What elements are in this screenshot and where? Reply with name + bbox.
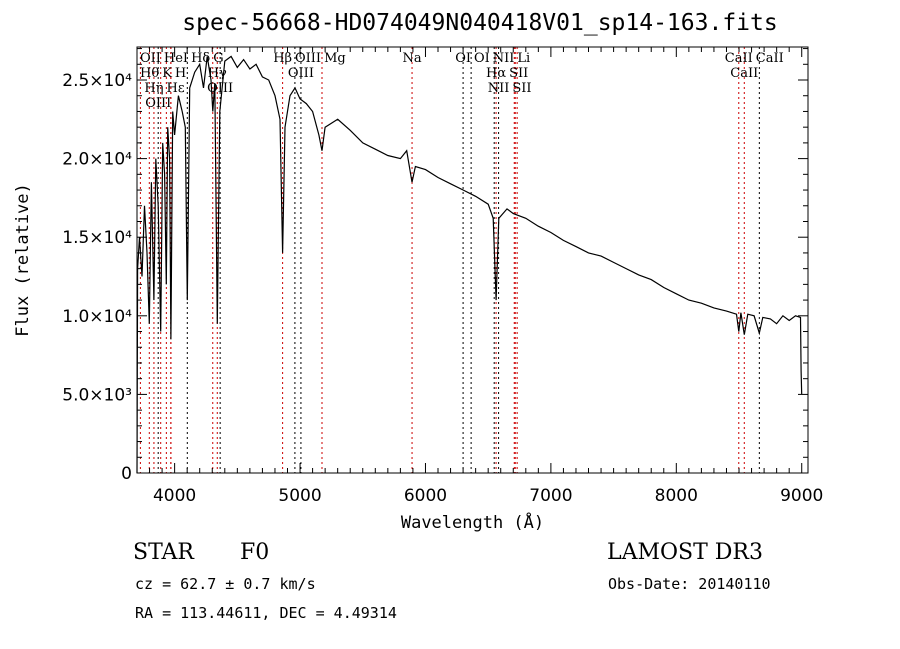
spectral-line-label: Hθ <box>140 66 159 81</box>
y-tick-label: 2.5×10⁴ <box>62 71 132 91</box>
spectral-line-label: K <box>162 66 172 81</box>
x-tick-label: 9000 <box>780 486 823 506</box>
y-tick-label: 0 <box>121 464 132 484</box>
spectral-line-label: Hγ <box>208 66 227 81</box>
spectral-line-label: Hβ <box>273 51 292 66</box>
spectral-line-label: NII <box>493 51 515 66</box>
spectral-line-label: OIII <box>288 66 314 81</box>
spectral-line-label: OIII <box>295 51 321 66</box>
x-tick-label: 7000 <box>529 486 572 506</box>
spectral-line-label: OI <box>455 51 471 66</box>
y-tick-label: 1.5×10⁴ <box>62 228 132 248</box>
spectral-line-label: Hα <box>486 66 506 81</box>
x-tick-label: 6000 <box>404 486 447 506</box>
x-tick-label: 8000 <box>655 486 698 506</box>
spectral-line-label: G <box>213 51 223 66</box>
spectral-line-label: OIII <box>145 96 171 111</box>
spectral-line-label: CaII <box>756 51 784 66</box>
object-subclass: F0 <box>240 540 270 565</box>
chart-title: spec-56668-HD074049N040418V01_sp14-163.f… <box>182 10 778 36</box>
spectral-line-label: OI <box>474 51 490 66</box>
x-tick-label: 4000 <box>153 486 196 506</box>
obs-date: Obs-Date: 20140110 <box>608 575 771 593</box>
spectral-line-label: Na <box>403 51 422 66</box>
redshift-cz: cz = 62.7 ± 0.7 km/s <box>135 575 316 593</box>
spectral-line-label: H <box>175 66 186 81</box>
spectral-line-label: Hδ <box>191 51 210 66</box>
spectral-line-label: HeI <box>164 51 188 66</box>
spectral-line-label: SII <box>509 66 528 81</box>
spectral-line-label: CaII <box>725 51 753 66</box>
spectral-line-label: NII <box>488 81 510 96</box>
coordinates: RA = 113.44611, DEC = 4.49314 <box>135 604 397 622</box>
plot-frame <box>136 46 809 474</box>
y-tick-label: 1.0×10⁴ <box>62 307 132 327</box>
object-class: STAR <box>133 540 194 565</box>
spectral-line-label: Hε <box>167 81 185 96</box>
spectrum-line <box>136 55 803 474</box>
spectral-line-label: SII <box>512 81 531 96</box>
x-axis-label: Wavelength (Å) <box>401 511 544 533</box>
spectral-line-label: OII <box>140 51 161 66</box>
survey-name: LAMOST DR3 <box>607 540 763 565</box>
spectral-line-label: CaII <box>730 66 758 81</box>
spectral-line-label: Li <box>517 51 530 66</box>
y-axis-label: Flux (relative) <box>13 183 33 337</box>
spectral-line-label: Hη <box>144 81 163 96</box>
y-tick-label: 5.0×10³ <box>62 385 132 405</box>
y-tick-label: 2.0×10⁴ <box>62 150 132 170</box>
spectral-line-label: Mg <box>324 51 346 66</box>
x-tick-label: 5000 <box>278 486 321 506</box>
